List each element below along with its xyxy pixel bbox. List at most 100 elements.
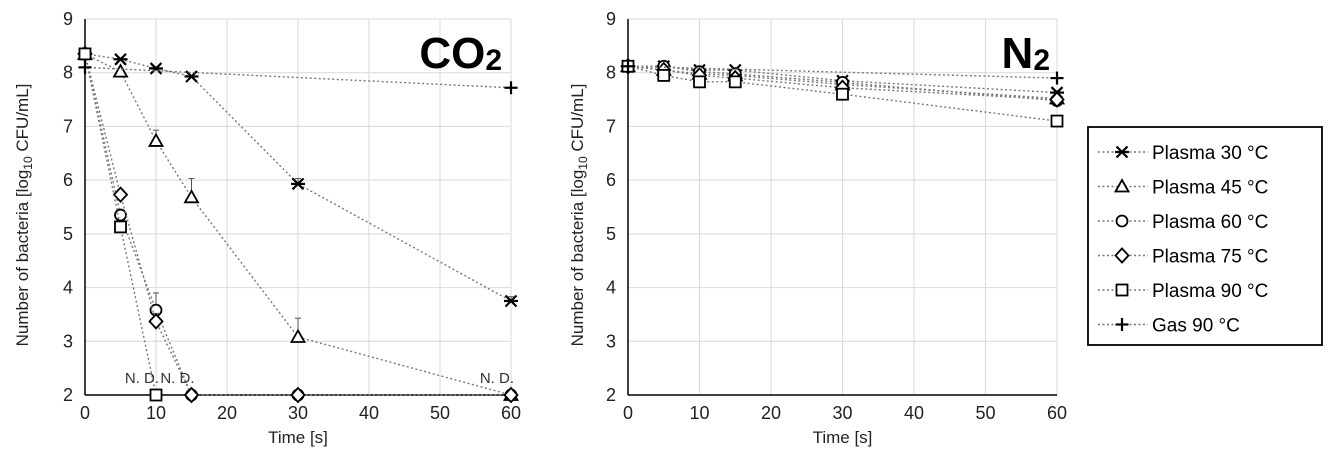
co2-x-tick-label: 40 bbox=[359, 403, 379, 423]
co2-point-triangle bbox=[147, 132, 165, 147]
n2-x-tick-label: 30 bbox=[832, 403, 852, 423]
legend: Plasma 30 °C Plasma 45 °C Plasma 60 °C Plas… bbox=[1087, 126, 1323, 346]
legend-entry: Gas 90 °C bbox=[1098, 316, 1240, 337]
co2-y-tick-label: 3 bbox=[63, 331, 73, 351]
co2-point-diamond bbox=[503, 386, 519, 404]
co2-point-triangle bbox=[112, 63, 129, 78]
n2-y-tick-label: 8 bbox=[606, 63, 616, 83]
n2-series-line bbox=[627, 65, 1058, 101]
n2-y-axis-label-pre: Number of bacteria [log bbox=[568, 170, 587, 347]
legend-entry: Plasma 75 °C bbox=[1098, 247, 1268, 268]
n2-x-tick-label: 50 bbox=[975, 403, 995, 423]
n2-point-plus bbox=[1050, 71, 1064, 85]
co2-series-line bbox=[84, 53, 512, 302]
n2-y-axis-label: Number of bacteria [log10 CFU/mL] bbox=[568, 84, 590, 347]
n2-y-axis-label-post: CFU/mL] bbox=[568, 84, 587, 157]
co2-y-tick-label: 6 bbox=[63, 170, 73, 190]
co2-series-line bbox=[84, 53, 512, 396]
legend-label: Plasma 90 °C bbox=[1152, 281, 1268, 302]
co2-point-diamond bbox=[112, 186, 129, 203]
co2-point-asterisk bbox=[149, 62, 163, 75]
co2-y-tick-label: 7 bbox=[63, 116, 73, 136]
n2-y-tick-label: 9 bbox=[606, 9, 616, 29]
legend-label: Plasma 60 °C bbox=[1152, 212, 1268, 233]
co2-x-tick-label: 60 bbox=[501, 403, 521, 423]
co2-panel-title: CO2 bbox=[419, 29, 502, 78]
co2-y-tick-label: 5 bbox=[63, 224, 73, 244]
n2-x-tick-label: 10 bbox=[689, 403, 709, 423]
co2-y-tick-label: 8 bbox=[63, 63, 73, 83]
co2-y-tick-label: 4 bbox=[63, 278, 73, 298]
legend-marker-plus bbox=[1115, 318, 1129, 331]
n2-x-tick-label: 0 bbox=[623, 403, 633, 423]
legend-marker-diamond bbox=[1114, 247, 1130, 264]
co2-point-asterisk bbox=[291, 177, 305, 191]
co2-x-tick-label: 30 bbox=[288, 403, 308, 423]
co2-y-axis-label: Number of bacteria [log10 CFU/mL] bbox=[13, 84, 35, 347]
n2-point-square bbox=[657, 69, 671, 82]
legend-entry: Plasma 60 °C bbox=[1098, 212, 1268, 233]
n2-y-tick-label: 2 bbox=[606, 385, 616, 405]
n2-x-tick-label: 60 bbox=[1047, 403, 1067, 423]
n2-x-tick-label: 40 bbox=[904, 403, 924, 423]
co2-y-tick-label: 2 bbox=[63, 385, 73, 405]
n2-x-tick-label: 20 bbox=[761, 403, 781, 423]
co2-point-plus bbox=[78, 60, 92, 74]
co2-point-diamond bbox=[183, 386, 200, 404]
co2-series-5 bbox=[78, 47, 163, 402]
n2-y-tick-label: 3 bbox=[606, 331, 616, 351]
co2-x-tick-label: 50 bbox=[430, 403, 450, 423]
co2-title-sub: 2 bbox=[485, 44, 502, 77]
co2-nd-annotation: N. D. bbox=[160, 370, 194, 387]
n2-series-6 bbox=[621, 59, 1064, 85]
legend-label: Plasma 30 °C bbox=[1152, 143, 1268, 164]
n2-panel: 0 10 20 30 40 50 60 2 3 4 5 6 7 8 9 Time [s] Number of b… bbox=[568, 9, 1067, 447]
n2-point-plus bbox=[621, 59, 635, 73]
legend-marker-asterisk bbox=[1115, 145, 1129, 159]
legend-marker-triangle bbox=[1113, 178, 1131, 193]
co2-point-square bbox=[114, 220, 127, 234]
n2-title-sub: 2 bbox=[1033, 44, 1050, 77]
legend-entry: Plasma 30 °C bbox=[1098, 143, 1268, 164]
legend-marker-circle bbox=[1115, 214, 1129, 228]
n2-y-axis-label-sub: 10 bbox=[576, 156, 590, 170]
co2-point-asterisk bbox=[504, 294, 518, 308]
n2-panel-title: N2 bbox=[1002, 29, 1050, 78]
co2-point-triangle bbox=[183, 189, 200, 204]
co2-x-axis-label: Time [s] bbox=[268, 428, 328, 447]
n2-y-tick-label: 5 bbox=[606, 224, 616, 244]
co2-point-triangle bbox=[289, 328, 307, 343]
legend-box bbox=[1087, 126, 1323, 346]
co2-point-diamond bbox=[148, 313, 164, 330]
co2-point-asterisk bbox=[113, 53, 128, 66]
legend-entry: Plasma 45 °C bbox=[1098, 178, 1268, 199]
co2-x-tick-label: 10 bbox=[146, 403, 166, 423]
n2-x-axis-label: Time [s] bbox=[813, 428, 873, 447]
co2-y-axis-label-sub: 10 bbox=[21, 156, 35, 170]
n2-point-square bbox=[836, 87, 849, 101]
legend-marker-square bbox=[1115, 283, 1129, 297]
co2-y-axis-label-pre: Number of bacteria [log bbox=[13, 170, 32, 347]
co2-series-line bbox=[84, 66, 512, 89]
co2-series-line bbox=[84, 53, 511, 396]
co2-title-main: CO bbox=[419, 29, 485, 78]
n2-point-square bbox=[1050, 114, 1064, 128]
co2-point-diamond bbox=[290, 386, 306, 404]
n2-series-line bbox=[627, 65, 1058, 122]
co2-x-tick-label: 0 bbox=[80, 403, 90, 423]
legend-label: Gas 90 °C bbox=[1152, 316, 1240, 337]
co2-y-axis-label-post: CFU/mL] bbox=[13, 84, 32, 157]
co2-nd-annotation: N. D. bbox=[480, 370, 514, 387]
co2-series-6 bbox=[78, 60, 518, 95]
co2-x-tick-label: 20 bbox=[217, 403, 237, 423]
n2-point-square bbox=[728, 75, 742, 89]
n2-title-main: N bbox=[1002, 29, 1034, 78]
n2-y-tick-label: 6 bbox=[606, 170, 616, 190]
co2-point-plus bbox=[504, 81, 518, 95]
co2-point-square bbox=[78, 47, 92, 61]
n2-point-square bbox=[693, 75, 706, 89]
n2-y-tick-label: 7 bbox=[606, 116, 616, 136]
legend-label: Plasma 75 °C bbox=[1152, 247, 1268, 268]
co2-point-asterisk bbox=[184, 70, 199, 83]
